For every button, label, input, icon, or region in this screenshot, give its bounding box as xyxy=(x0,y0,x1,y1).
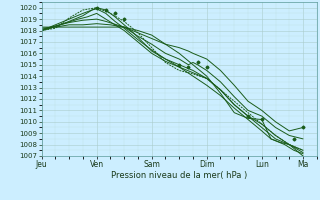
X-axis label: Pression niveau de la mer( hPa ): Pression niveau de la mer( hPa ) xyxy=(111,171,247,180)
